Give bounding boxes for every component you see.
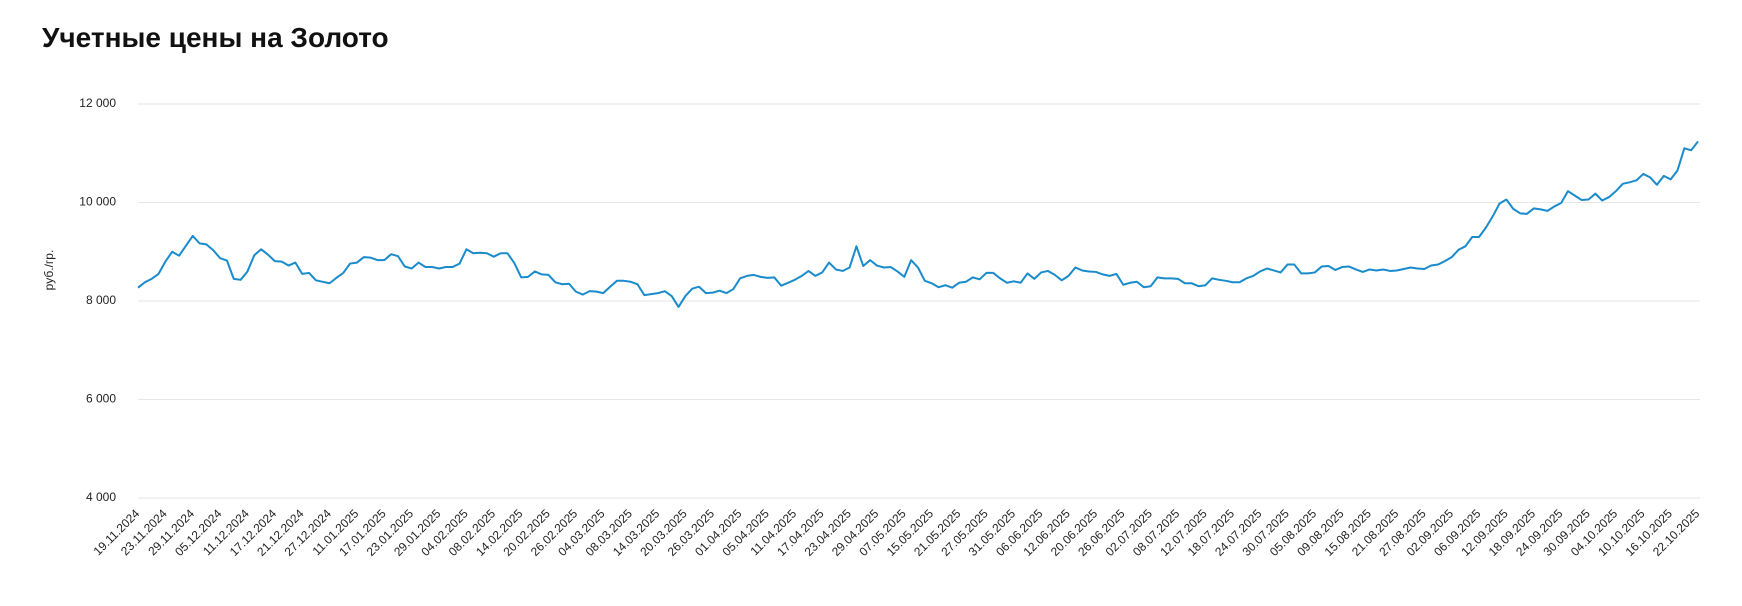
y-tick-label: 6 000 <box>86 392 116 406</box>
y-tick-label: 12 000 <box>79 96 116 110</box>
price-line <box>137 140 1699 308</box>
y-tick-label: 10 000 <box>79 195 116 209</box>
chart-title: Учетные цены на Золото <box>42 22 389 53</box>
y-tick-label: 8 000 <box>86 293 116 307</box>
y-tick-label: 4 000 <box>86 490 116 504</box>
y-axis-label: руб./гр. <box>42 250 56 291</box>
